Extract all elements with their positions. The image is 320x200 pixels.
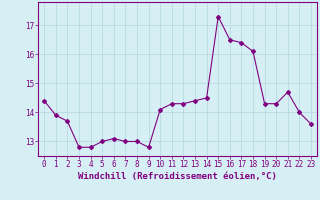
X-axis label: Windchill (Refroidissement éolien,°C): Windchill (Refroidissement éolien,°C) xyxy=(78,172,277,181)
